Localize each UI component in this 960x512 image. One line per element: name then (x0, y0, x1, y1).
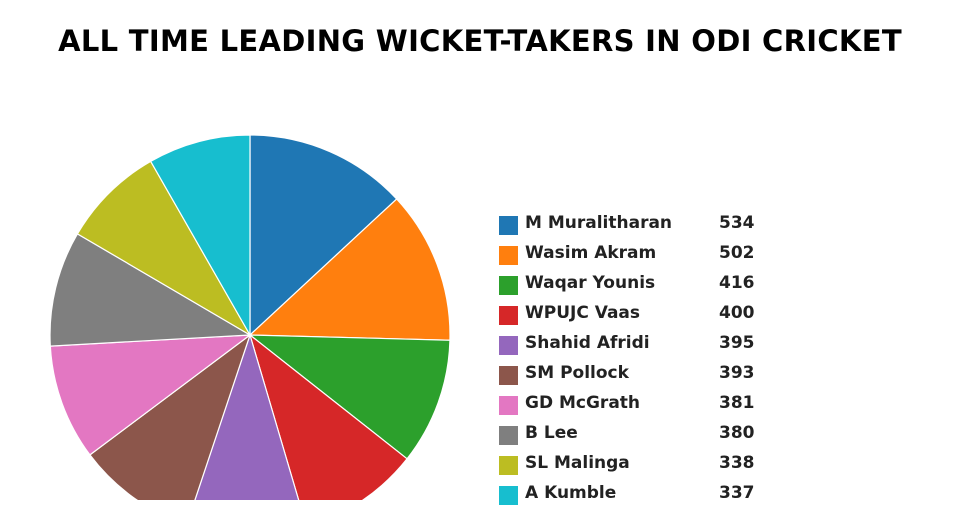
legend-value: 502 (719, 243, 755, 263)
legend-swatch (499, 366, 518, 385)
chart-title: ALL TIME LEADING WICKET-TAKERS IN ODI CR… (58, 24, 902, 58)
legend-value: 338 (719, 453, 755, 473)
legend-item: SL Malinga 338 (499, 452, 759, 482)
legend-swatch (499, 426, 518, 445)
legend-value: 395 (719, 333, 755, 353)
legend-swatch (499, 276, 518, 295)
pie-slice-waqar-younis (248, 334, 451, 460)
legend-swatch (499, 456, 518, 475)
pie-slice-m-muralitharan (249, 134, 398, 337)
pie-slice-shahid-afridi (194, 332, 300, 500)
legend-swatch (499, 336, 518, 355)
pie-slice-sm-pollock (89, 333, 252, 500)
pie-slice-sl-malinga (76, 160, 252, 337)
legend-item: Wasim Akram 502 (499, 242, 759, 272)
pie-slice-wpujc-vaas (248, 333, 408, 500)
legend-label: WPUJC Vaas (525, 303, 641, 323)
legend-value: 393 (719, 363, 755, 383)
pie-chart (49, 134, 451, 500)
legend-label: SM Pollock (525, 363, 629, 383)
legend-item: M Muralitharan 534 (499, 212, 759, 242)
legend-swatch (499, 216, 518, 235)
legend-value: 534 (719, 213, 755, 233)
pie-slice-a-kumble (149, 134, 251, 338)
legend-value: 380 (719, 423, 755, 443)
legend-item: SM Pollock 393 (499, 362, 759, 392)
legend-swatch (499, 306, 518, 325)
legend-item: B Lee 380 (499, 422, 759, 452)
legend-item: A Kumble 337 (499, 482, 759, 512)
legend-swatch (499, 486, 518, 505)
legend-swatch (499, 246, 518, 265)
legend-label: GD McGrath (525, 393, 641, 413)
chart-legend: M Muralitharan 534 Wasim Akram 502 Waqar You… (499, 212, 759, 512)
legend-item: GD McGrath 381 (499, 392, 759, 422)
legend-value: 337 (719, 483, 755, 503)
legend-label: B Lee (525, 423, 578, 443)
legend-label: Wasim Akram (525, 243, 657, 263)
legend-label: Shahid Afridi (525, 333, 650, 353)
legend-label: A Kumble (525, 483, 617, 503)
legend-item: Shahid Afridi 395 (499, 332, 759, 362)
legend-item: WPUJC Vaas 400 (499, 302, 759, 332)
pie-slice-wasim-akram (248, 198, 451, 341)
legend-label: Waqar Younis (525, 273, 656, 293)
legend-label: SL Malinga (525, 453, 630, 473)
legend-value: 381 (719, 393, 755, 413)
legend-value: 400 (719, 303, 755, 323)
legend-label: M Muralitharan (525, 213, 673, 233)
legend-swatch (499, 396, 518, 415)
pie-slice-b-lee (49, 233, 253, 347)
legend-value: 416 (719, 273, 755, 293)
legend-item: Waqar Younis 416 (499, 272, 759, 302)
pie-slice-gd-mcgrath (49, 334, 252, 456)
